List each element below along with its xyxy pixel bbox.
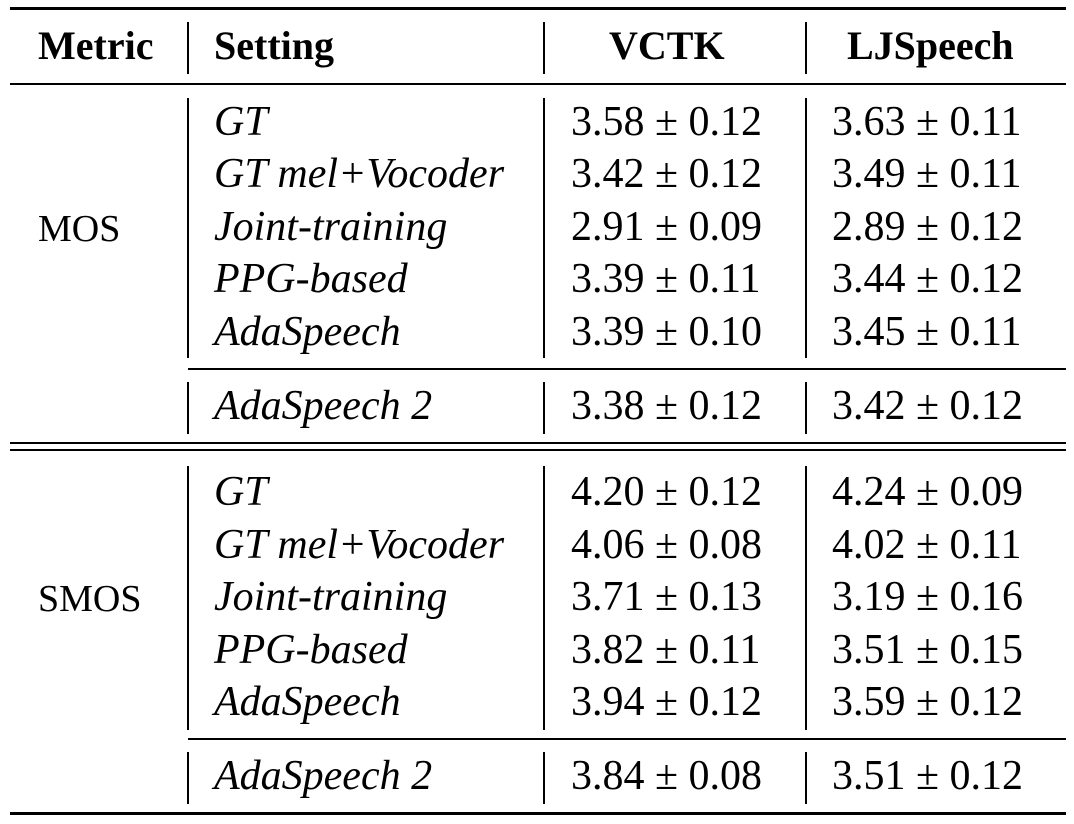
header-rule <box>10 83 1066 85</box>
mos-row-4-vctk: 3.39 ± 0.11 <box>571 256 761 302</box>
mos-row-5-vctk: 3.39 ± 0.10 <box>571 309 763 355</box>
mos-final-vrule-1 <box>187 382 189 434</box>
header-ljspeech: LJSpeech <box>847 23 1014 68</box>
smos-final-vrule-3 <box>805 752 807 804</box>
smos-row-4-ljspeech: 3.51 ± 0.15 <box>832 627 1024 673</box>
mos-row-4-setting: PPG-based <box>214 256 408 302</box>
smos-row-2-ljspeech: 4.02 ± 0.11 <box>832 522 1022 568</box>
mos-vrule-2 <box>543 98 545 358</box>
metric-smos: SMOS <box>38 578 142 620</box>
smos-vrule-3 <box>805 466 807 730</box>
group-double-rule-upper <box>10 442 1066 444</box>
smos-row-3-vctk: 3.71 ± 0.13 <box>571 574 763 620</box>
mos-row-3-vctk: 2.91 ± 0.09 <box>571 204 763 250</box>
smos-row-5-ljspeech: 3.59 ± 0.12 <box>832 679 1024 725</box>
smos-final-ljspeech: 3.51 ± 0.12 <box>832 753 1024 799</box>
header-vrule-3 <box>805 22 807 74</box>
mos-row-5-ljspeech: 3.45 ± 0.11 <box>832 309 1022 355</box>
mos-adaspeech2-rule <box>188 368 1066 370</box>
mos-vrule-3 <box>805 98 807 358</box>
smos-row-2-vctk: 4.06 ± 0.08 <box>571 522 763 568</box>
header-setting: Setting <box>214 23 334 68</box>
mos-final-vrule-2 <box>543 382 545 434</box>
mos-final-vrule-3 <box>805 382 807 434</box>
mos-final-vctk: 3.38 ± 0.12 <box>571 383 763 429</box>
smos-row-1-setting: GT <box>214 469 268 515</box>
smos-final-setting: AdaSpeech 2 <box>214 753 433 799</box>
smos-final-vrule-1 <box>187 752 189 804</box>
mos-row-1-setting: GT <box>214 99 268 145</box>
smos-final-vctk: 3.84 ± 0.08 <box>571 753 763 799</box>
smos-final-vrule-2 <box>543 752 545 804</box>
smos-row-2-setting: GT mel+Vocoder <box>214 522 505 568</box>
smos-row-4-vctk: 3.82 ± 0.11 <box>571 627 761 673</box>
header-vrule-1 <box>187 22 189 74</box>
smos-row-1-ljspeech: 4.24 ± 0.09 <box>832 469 1024 515</box>
smos-row-4-setting: PPG-based <box>214 627 408 673</box>
header-vrule-2 <box>543 22 545 74</box>
smos-row-5-setting: AdaSpeech <box>214 679 401 725</box>
mos-row-3-ljspeech: 2.89 ± 0.12 <box>832 204 1024 250</box>
mos-row-5-setting: AdaSpeech <box>214 309 401 355</box>
mos-row-1-ljspeech: 3.63 ± 0.11 <box>832 99 1022 145</box>
header-metric: Metric <box>38 23 154 68</box>
metric-mos: MOS <box>38 208 121 250</box>
mos-vrule-1 <box>187 98 189 358</box>
mos-row-3-setting: Joint-training <box>214 204 448 250</box>
smos-row-3-ljspeech: 3.19 ± 0.16 <box>832 574 1024 620</box>
bottom-rule <box>10 812 1066 815</box>
smos-row-5-vctk: 3.94 ± 0.12 <box>571 679 763 725</box>
mos-row-1-vctk: 3.58 ± 0.12 <box>571 99 763 145</box>
mos-row-2-setting: GT mel+Vocoder <box>214 151 505 197</box>
mos-final-ljspeech: 3.42 ± 0.12 <box>832 383 1024 429</box>
smos-vrule-1 <box>187 466 189 730</box>
header-vctk: VCTK <box>609 23 725 68</box>
group-double-rule-lower <box>10 449 1066 451</box>
smos-row-3-setting: Joint-training <box>214 574 448 620</box>
top-rule <box>10 7 1066 10</box>
mos-row-2-vctk: 3.42 ± 0.12 <box>571 151 763 197</box>
mos-row-2-ljspeech: 3.49 ± 0.11 <box>832 151 1022 197</box>
mos-final-setting: AdaSpeech 2 <box>214 383 433 429</box>
smos-adaspeech2-rule <box>188 738 1066 740</box>
smos-vrule-2 <box>543 466 545 730</box>
mos-row-4-ljspeech: 3.44 ± 0.12 <box>832 256 1024 302</box>
smos-row-1-vctk: 4.20 ± 0.12 <box>571 469 763 515</box>
